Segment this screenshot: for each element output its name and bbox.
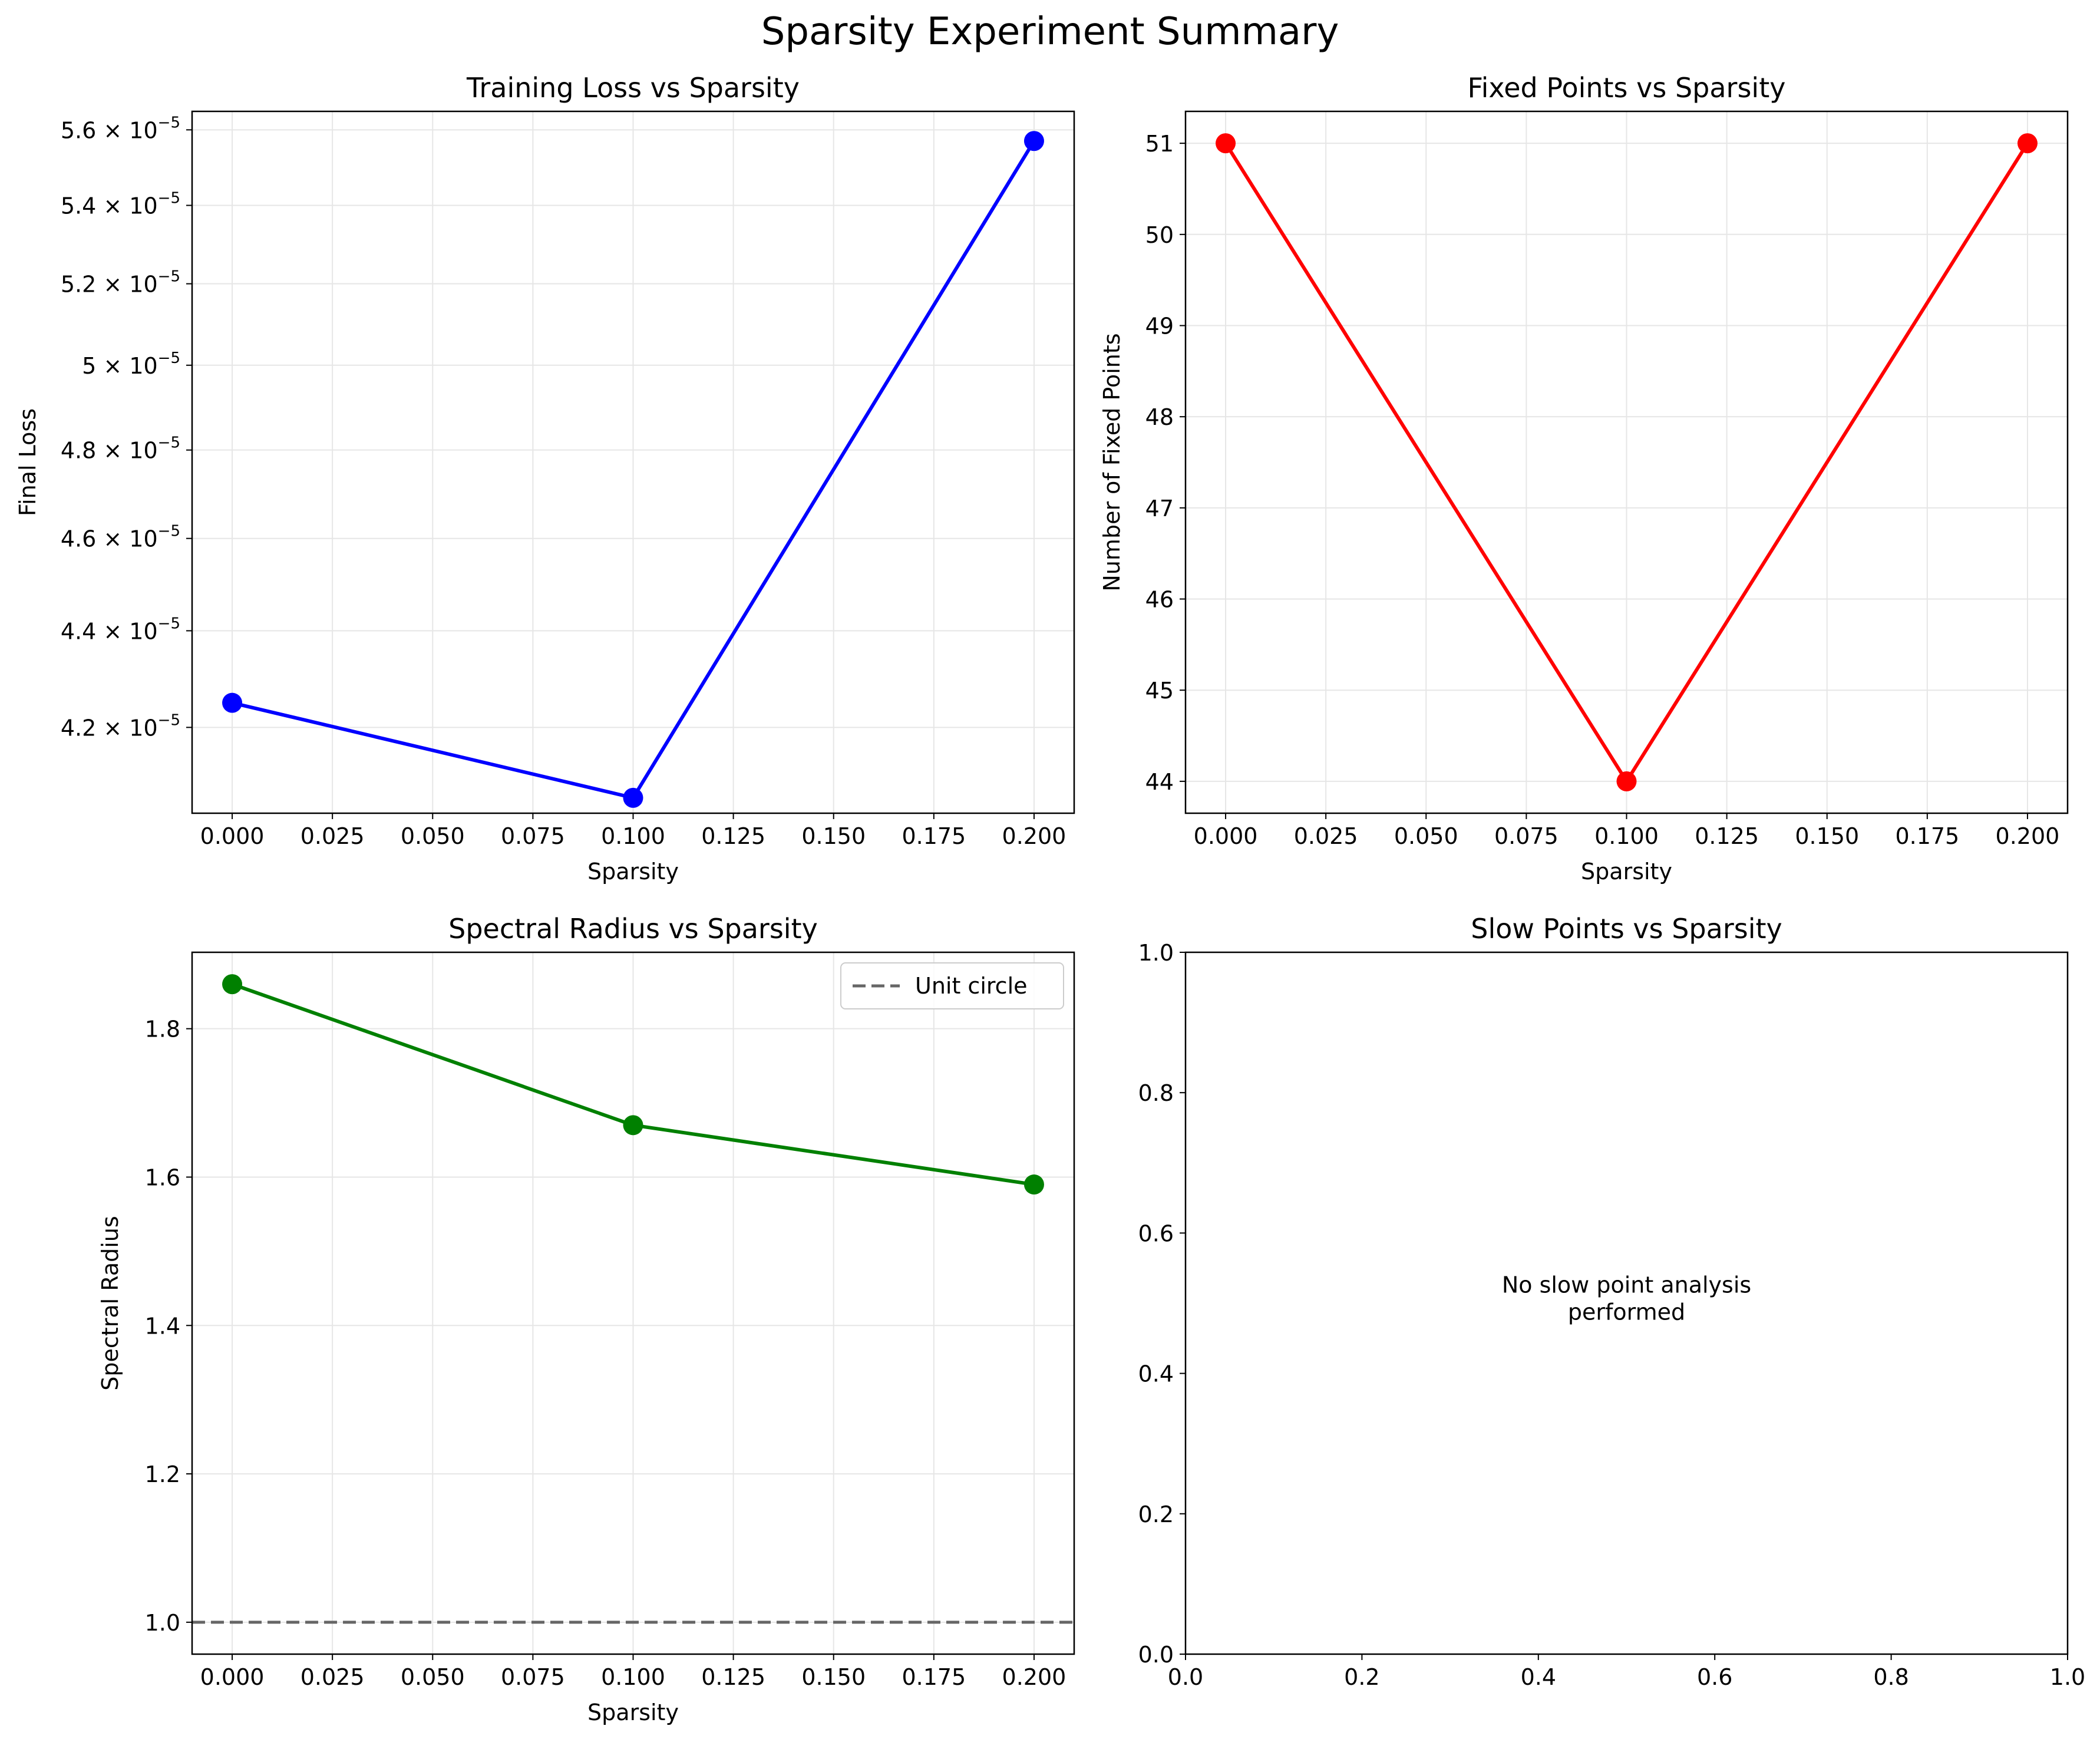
panel3-ytick-label-0: 1.0	[145, 1610, 180, 1636]
panel2-ytick-label-3: 47	[1145, 496, 1174, 522]
figure-title: Sparsity Experiment Summary	[761, 10, 1339, 54]
panel2-xtick-label-8: 0.200	[1996, 823, 2060, 849]
panel2-title: Fixed Points vs Sparsity	[1468, 72, 1786, 104]
panel2-x-axis-label: Sparsity	[1581, 859, 1672, 885]
panels: 0.000 0.025 0.050 0.075 0.100 0.125 0.150 0.175…	[15, 72, 2085, 1725]
panel1-xtick-label-3: 0.075	[501, 823, 565, 849]
panel2-xtick-label-0: 0.000	[1194, 823, 1258, 849]
panel3-xtick-label-2: 0.050	[401, 1664, 465, 1690]
panel1-ytick-label-1: 4.4 × 10−5	[61, 615, 180, 644]
panel4-title: Slow Points vs Sparsity	[1471, 913, 1782, 945]
panel1-xtick-label-8: 0.200	[1002, 823, 1066, 849]
panel1-point-0	[222, 692, 243, 713]
panel1-frame	[191, 110, 1075, 814]
panel4-xtick-label-1: 0.2	[1344, 1664, 1379, 1690]
panel1-ytick-label-3: 4.8 × 10−5	[61, 434, 180, 464]
panel3-xtick-label-6: 0.150	[801, 1664, 866, 1690]
panel3-legend-box	[840, 962, 1064, 1009]
panel1-xtick-label-4: 0.100	[601, 823, 665, 849]
panel1-xtick-label-2: 0.050	[401, 823, 465, 849]
panel3-ytick-label-3: 1.6	[145, 1164, 180, 1190]
panel3-xtick-label-7: 0.175	[902, 1664, 966, 1690]
panel1-ytick-label-4: 5 × 10−5	[82, 349, 180, 379]
panel2-xtick-label-7: 0.175	[1895, 823, 1959, 849]
panel2-frame	[1184, 110, 2069, 814]
panel3-ytick-label-2: 1.4	[145, 1313, 180, 1339]
panel3-frame	[191, 951, 1075, 1655]
panel4-ytick-label-3: 0.6	[1138, 1220, 1174, 1246]
panel1-xtick-label-5: 0.125	[701, 823, 765, 849]
panel2-xtick-label-3: 0.075	[1494, 823, 1559, 849]
panel4-xtick-label-4: 0.8	[1873, 1664, 1909, 1690]
panel1-xtick-label-0: 0.000	[200, 823, 265, 849]
panel4-xtick-label-5: 1.0	[2050, 1664, 2085, 1690]
panel1-ytick-label-0: 4.2 × 10−5	[61, 711, 180, 741]
panel4-frame	[1184, 951, 2069, 1655]
panel1: 0.000 0.025 0.050 0.075 0.100 0.125 0.150 0.175…	[15, 72, 1075, 885]
panel4-annotation: No slow point analysis performed	[1502, 1272, 1751, 1325]
panel4-xtick-label-2: 0.4	[1521, 1664, 1556, 1690]
panel3-x-axis-label: Sparsity	[587, 1700, 679, 1725]
panel1-ytick-label-5: 5.2 × 10−5	[61, 268, 180, 298]
panel2-point-1	[1616, 771, 1637, 791]
panel4-ytick-label-2: 0.4	[1138, 1361, 1174, 1387]
panel3-xtick-label-0: 0.000	[200, 1664, 265, 1690]
panel3-title: Spectral Radius vs Sparsity	[448, 913, 818, 945]
panel3-xtick-label-1: 0.025	[301, 1664, 365, 1690]
panel3-legend-label: Unit circle	[915, 973, 1028, 999]
panel2-xtick-label-1: 0.025	[1294, 823, 1358, 849]
panel1-title: Training Loss vs Sparsity	[466, 72, 800, 104]
panel2-ytick-label-2: 46	[1145, 587, 1174, 613]
panel2-point-2	[2017, 133, 2038, 154]
panel3-point-1	[623, 1115, 643, 1136]
panel3-legend: Unit circle	[840, 962, 1064, 1009]
panel2-ytick-label-6: 50	[1145, 222, 1174, 248]
panel3-ytick-label-1: 1.2	[145, 1461, 180, 1487]
panel2: 0.000 0.025 0.050 0.075 0.100 0.125 0.150 0.175…	[1099, 72, 2069, 885]
panel2-ytick-label-4: 48	[1145, 404, 1174, 430]
panel2-xtick-label-4: 0.100	[1594, 823, 1659, 849]
panel3-xtick-label-4: 0.100	[601, 1664, 665, 1690]
panel1-y-axis-label: Final Loss	[15, 408, 41, 516]
panel4-ytick-label-5: 1.0	[1138, 940, 1174, 966]
panel1-ytick-label-7: 5.6 × 10−5	[61, 114, 180, 143]
panel3-xtick-label-5: 0.125	[701, 1664, 765, 1690]
panel1-point-2	[1023, 131, 1044, 151]
panel4-ytick-label-1: 0.2	[1138, 1502, 1174, 1527]
panel2-ytick-label-1: 45	[1145, 678, 1174, 704]
panel2-y-axis-label: Number of Fixed Points	[1099, 333, 1125, 591]
panel1-ytick-label-6: 5.4 × 10−5	[61, 190, 180, 219]
panel2-ytick-label-5: 49	[1145, 313, 1174, 339]
panel3-point-2	[1023, 1174, 1044, 1195]
panel3-xtick-label-8: 0.200	[1002, 1664, 1066, 1690]
panel1-xtick-label-7: 0.175	[902, 823, 966, 849]
panel2-xtick-label-5: 0.125	[1695, 823, 1759, 849]
panel2-ytick-label-0: 44	[1145, 769, 1174, 795]
panel1-xtick-label-1: 0.025	[301, 823, 365, 849]
panel3: 0.000 0.025 0.050 0.075 0.100 0.125 0.150 0.175…	[97, 913, 1075, 1725]
panel3-xtick-label-3: 0.075	[501, 1664, 565, 1690]
panel2-point-0	[1216, 133, 1236, 154]
panel4: 0.0 0.2 0.4 0.6 0.8 1.0 0.0 0.2 0.4 0.6 0.8 1.0 Slow…	[1138, 913, 2086, 1690]
panel2-xtick-label-6: 0.150	[1795, 823, 1859, 849]
panel1-xtick-label-6: 0.150	[801, 823, 866, 849]
panel4-ytick-label-4: 0.8	[1138, 1080, 1174, 1106]
panel1-point-1	[623, 787, 643, 808]
panel1-ytick-label-2: 4.6 × 10−5	[61, 523, 180, 552]
panel2-xtick-label-2: 0.050	[1394, 823, 1458, 849]
panel1-x-axis-label: Sparsity	[587, 859, 679, 885]
panel3-point-0	[222, 974, 243, 995]
panel4-xtick-label-0: 0.0	[1168, 1664, 1203, 1690]
panel3-ytick-label-4: 1.8	[145, 1017, 180, 1042]
panel3-y-axis-label: Spectral Radius	[97, 1216, 123, 1390]
panel4-xtick-label-3: 0.6	[1697, 1664, 1732, 1690]
panel4-ytick-label-0: 0.0	[1138, 1642, 1174, 1668]
panel2-ytick-label-7: 51	[1145, 131, 1174, 157]
